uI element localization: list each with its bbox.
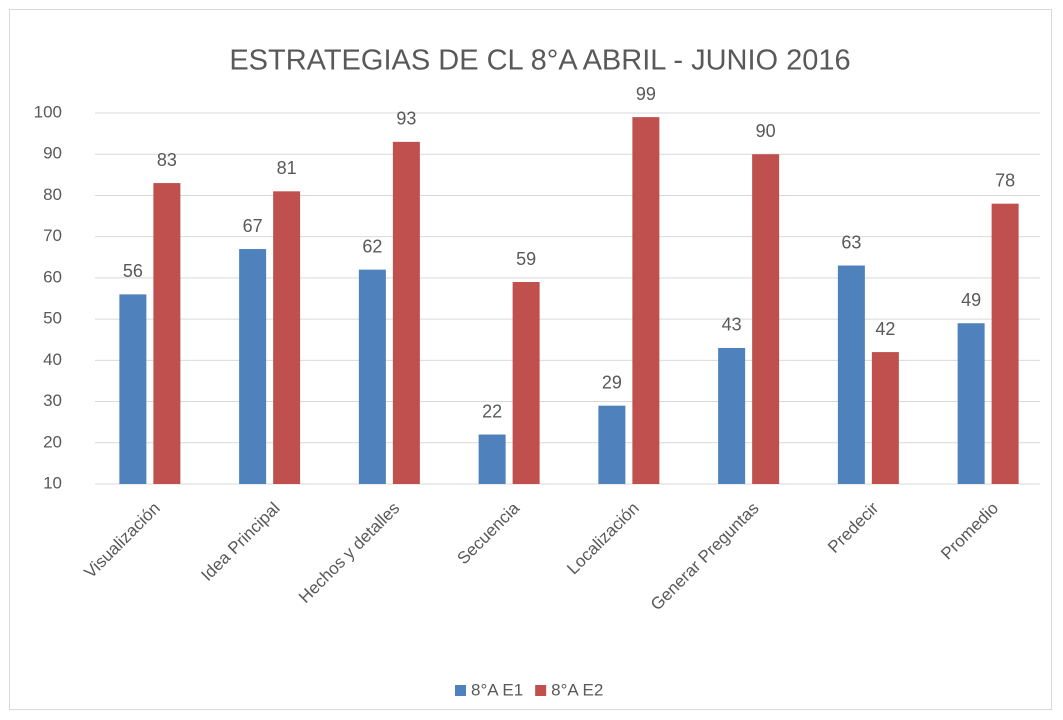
y-tick-label: 20 [43, 432, 62, 451]
bar [632, 117, 660, 484]
bar [957, 323, 985, 484]
y-tick-label: 80 [43, 185, 62, 204]
legend-swatch [455, 685, 466, 696]
bar [239, 249, 267, 484]
bar [512, 282, 540, 484]
bar [752, 154, 780, 484]
legend-label: 8°A E1 [471, 680, 523, 699]
value-label: 78 [995, 170, 1015, 190]
bar [273, 191, 301, 485]
bar [119, 294, 147, 484]
value-label: 63 [841, 232, 861, 252]
bar [392, 141, 420, 484]
y-tick-label: 70 [43, 226, 62, 245]
bar [478, 434, 506, 484]
y-tick-label: 60 [43, 267, 62, 286]
value-label: 42 [875, 319, 895, 339]
value-label: 90 [756, 121, 776, 141]
bar [837, 265, 865, 484]
bar [598, 405, 626, 484]
y-tick-label: 10 [43, 473, 62, 492]
bar [991, 203, 1019, 484]
value-label: 56 [123, 261, 143, 281]
y-tick-label: 90 [43, 144, 62, 163]
value-label: 59 [516, 249, 536, 269]
bar [871, 352, 899, 484]
y-tick-label: 100 [34, 102, 62, 121]
bar [358, 269, 386, 484]
value-label: 22 [482, 401, 502, 421]
legend-label: 8°A E2 [551, 680, 603, 699]
y-tick-label: 30 [43, 391, 62, 410]
value-label: 99 [636, 84, 656, 104]
value-label: 93 [396, 109, 416, 129]
value-label: 62 [362, 236, 382, 256]
value-label: 43 [722, 315, 742, 335]
value-label: 81 [277, 158, 297, 178]
value-label: 49 [961, 290, 981, 310]
y-tick-label: 40 [43, 350, 62, 369]
chart-title: ESTRATEGIAS DE CL 8°A ABRIL - JUNIO 2016 [229, 45, 850, 77]
value-label: 29 [602, 372, 622, 392]
legend-swatch [535, 685, 547, 696]
value-label: 83 [157, 150, 177, 170]
bar [718, 347, 746, 484]
bar [153, 183, 181, 485]
value-label: 67 [243, 216, 263, 236]
y-tick-label: 50 [43, 309, 62, 328]
